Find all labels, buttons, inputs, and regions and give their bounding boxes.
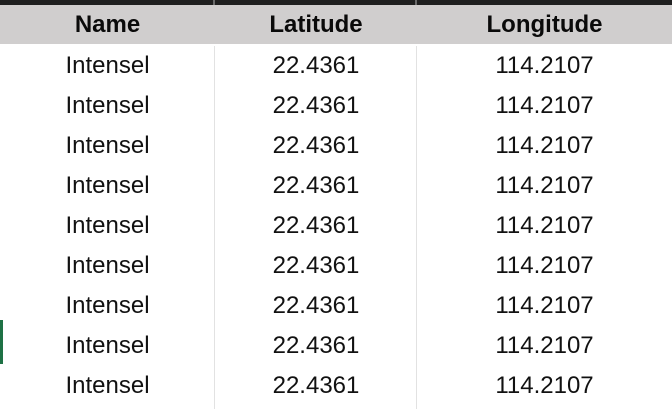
header-cell-longitude[interactable]: Longitude (486, 11, 603, 38)
cell-latitude[interactable]: 22.4361 (272, 332, 360, 359)
column-separator (415, 0, 417, 5)
cell-latitude[interactable]: 22.4361 (272, 172, 360, 199)
header-row: Name Latitude Longitude (0, 5, 672, 44)
cell-longitude[interactable]: 114.2107 (495, 52, 594, 79)
cell-latitude[interactable]: 22.4361 (272, 252, 360, 279)
cell-longitude[interactable]: 114.2107 (495, 372, 594, 399)
table-row: Intensel 22.4361 114.2107 (0, 246, 672, 286)
column-gridline (416, 46, 417, 409)
cell-name[interactable]: Intensel (65, 92, 150, 119)
table-row: Intensel 22.4361 114.2107 (0, 366, 672, 406)
cell-latitude[interactable]: 22.4361 (272, 372, 360, 399)
top-border (0, 0, 672, 5)
cell-longitude[interactable]: 114.2107 (495, 252, 594, 279)
header-cell-latitude[interactable]: Latitude (269, 11, 363, 38)
cell-name[interactable]: Intensel (65, 52, 150, 79)
column-gridline (214, 46, 215, 409)
table-row: Intensel 22.4361 114.2107 (0, 286, 672, 326)
cell-latitude[interactable]: 22.4361 (272, 132, 360, 159)
cell-name[interactable]: Intensel (65, 292, 150, 319)
cell-longitude[interactable]: 114.2107 (495, 292, 594, 319)
cell-name[interactable]: Intensel (65, 252, 150, 279)
cell-longitude[interactable]: 114.2107 (495, 92, 594, 119)
header-cell-name[interactable]: Name (74, 11, 141, 38)
cell-longitude[interactable]: 114.2107 (495, 172, 594, 199)
cell-name[interactable]: Intensel (65, 212, 150, 239)
cell-longitude[interactable]: 114.2107 (495, 212, 594, 239)
cell-name[interactable]: Intensel (65, 172, 150, 199)
cell-latitude[interactable]: 22.4361 (272, 292, 360, 319)
cell-name[interactable]: Intensel (65, 132, 150, 159)
cell-name[interactable]: Intensel (65, 332, 150, 359)
cell-longitude[interactable]: 114.2107 (495, 132, 594, 159)
table-row: Intensel 22.4361 114.2107 (0, 46, 672, 86)
table-row: Intensel 22.4361 114.2107 (0, 206, 672, 246)
cell-longitude[interactable]: 114.2107 (495, 332, 594, 359)
table-row: Intensel 22.4361 114.2107 (0, 86, 672, 126)
selected-row-marker (0, 320, 3, 364)
table-row: Intensel 22.4361 114.2107 (0, 126, 672, 166)
cell-latitude[interactable]: 22.4361 (272, 52, 360, 79)
cell-name[interactable]: Intensel (65, 372, 150, 399)
cell-latitude[interactable]: 22.4361 (272, 212, 360, 239)
table-row: Intensel 22.4361 114.2107 (0, 166, 672, 206)
column-separator (213, 0, 215, 5)
cell-latitude[interactable]: 22.4361 (272, 92, 360, 119)
table-row: Intensel 22.4361 114.2107 (0, 326, 672, 366)
table-body: Intensel 22.4361 114.2107 Intensel 22.4361 11… (0, 46, 672, 409)
